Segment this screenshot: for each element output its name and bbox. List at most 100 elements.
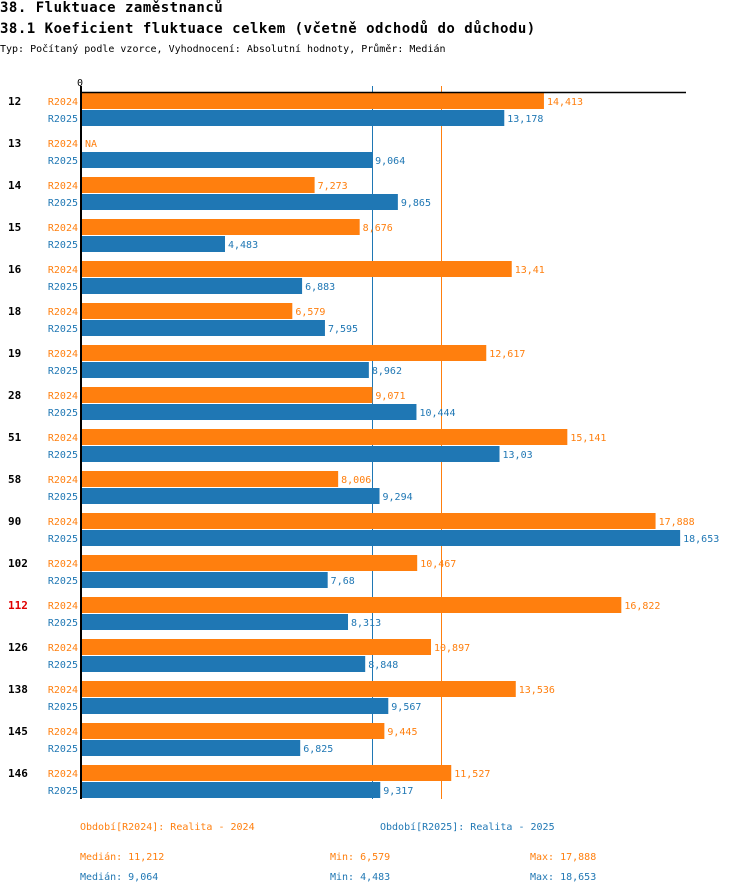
series-label: R2025 bbox=[48, 534, 78, 545]
stat-median-2025: Medián: 9,064 bbox=[80, 872, 159, 883]
category-label: 12 bbox=[8, 95, 21, 108]
data-label: 9,294 bbox=[383, 492, 413, 503]
stat-max-2024: Max: 17,888 bbox=[530, 852, 597, 863]
series-label: R2025 bbox=[48, 702, 78, 713]
data-label: 9,445 bbox=[387, 727, 417, 738]
series-label: R2024 bbox=[48, 643, 78, 654]
bar-r2024 bbox=[82, 765, 452, 781]
data-label: 12,617 bbox=[489, 349, 525, 360]
series-label: R2025 bbox=[48, 492, 78, 503]
legend-period-2025: Období[R2025]: Realita - 2025 bbox=[380, 822, 555, 833]
bar-r2025 bbox=[82, 530, 681, 546]
category-label: 112 bbox=[8, 599, 28, 612]
bar-r2024 bbox=[82, 219, 360, 235]
category-label: 16 bbox=[8, 263, 22, 276]
series-label: R2025 bbox=[48, 744, 78, 755]
series-label: R2025 bbox=[48, 282, 78, 293]
bar-r2024 bbox=[82, 639, 432, 655]
chart-description: Typ: Počítaný podle vzorce, Vyhodnocení:… bbox=[0, 44, 446, 55]
series-label: R2025 bbox=[48, 786, 78, 797]
bar-r2024 bbox=[82, 93, 544, 109]
bar-r2025 bbox=[82, 110, 505, 126]
bar-r2025 bbox=[82, 362, 369, 378]
category-label: 19 bbox=[8, 347, 21, 360]
series-label: R2024 bbox=[48, 475, 78, 486]
bar-r2024 bbox=[82, 177, 315, 193]
bar-r2024 bbox=[82, 387, 373, 403]
category-label: 146 bbox=[8, 767, 28, 780]
series-label: R2025 bbox=[48, 576, 78, 587]
data-label: 7,595 bbox=[328, 324, 358, 335]
category-label: 126 bbox=[8, 641, 28, 654]
series-label: R2025 bbox=[48, 156, 78, 167]
data-label: 6,825 bbox=[303, 744, 333, 755]
category-label: 58 bbox=[8, 473, 21, 486]
data-label: 8,006 bbox=[341, 475, 371, 486]
data-label: 8,676 bbox=[363, 223, 393, 234]
data-label: 10,897 bbox=[434, 643, 470, 654]
series-label: R2024 bbox=[48, 685, 78, 696]
data-label: 7,273 bbox=[318, 181, 348, 192]
chart-title: 38.1 Koeficient fluktuace celkem (včetně… bbox=[0, 21, 536, 37]
category-label: 15 bbox=[8, 221, 21, 234]
stat-max-2025: Max: 18,653 bbox=[530, 872, 597, 883]
series-label: R2025 bbox=[48, 240, 78, 251]
series-label: R2024 bbox=[48, 769, 78, 780]
series-label: R2024 bbox=[48, 307, 78, 318]
section-title: 38. Fluktuace zaměstnanců bbox=[0, 0, 224, 16]
bar-r2025 bbox=[82, 698, 389, 714]
bar-r2025 bbox=[82, 572, 328, 588]
bar-r2024 bbox=[82, 303, 293, 319]
data-label: 18,653 bbox=[683, 534, 719, 545]
series-label: R2025 bbox=[48, 366, 78, 377]
series-label: R2024 bbox=[48, 265, 78, 276]
legend-period-2024: Období[R2024]: Realita - 2024 bbox=[80, 822, 255, 833]
bar-r2024 bbox=[82, 471, 339, 487]
data-label: 8,848 bbox=[368, 660, 398, 671]
data-label: 11,527 bbox=[454, 769, 490, 780]
data-label: 8,962 bbox=[372, 366, 402, 377]
series-label: R2025 bbox=[48, 198, 78, 209]
category-label: 90 bbox=[8, 515, 21, 528]
data-label: 9,317 bbox=[383, 786, 413, 797]
category-label: 138 bbox=[8, 683, 28, 696]
series-label: R2024 bbox=[48, 727, 78, 738]
series-label: R2024 bbox=[48, 97, 78, 108]
series-label: R2025 bbox=[48, 450, 78, 461]
data-label: 17,888 bbox=[659, 517, 695, 528]
series-label: R2025 bbox=[48, 408, 78, 419]
series-label: R2024 bbox=[48, 349, 78, 360]
data-label: 9,567 bbox=[391, 702, 421, 713]
bar-r2024 bbox=[82, 723, 385, 739]
x-tick-label: 0 bbox=[77, 78, 83, 89]
category-label: 14 bbox=[8, 179, 22, 192]
bar-r2024 bbox=[82, 555, 418, 571]
data-label: 13,03 bbox=[503, 450, 533, 461]
bar-r2025 bbox=[82, 236, 225, 252]
bar-r2024 bbox=[82, 429, 568, 445]
bar-r2024 bbox=[82, 261, 512, 277]
bar-r2025 bbox=[82, 278, 303, 294]
series-label: R2025 bbox=[48, 114, 78, 125]
data-label: 16,822 bbox=[624, 601, 660, 612]
data-label: 10,467 bbox=[420, 559, 456, 570]
series-label: R2024 bbox=[48, 181, 78, 192]
data-label: 15,141 bbox=[570, 433, 606, 444]
series-label: R2024 bbox=[48, 391, 78, 402]
stat-min-2025: Min: 4,483 bbox=[330, 872, 391, 883]
category-label: 18 bbox=[8, 305, 21, 318]
bar-r2025 bbox=[82, 740, 301, 756]
series-label: R2025 bbox=[48, 618, 78, 629]
bar-r2025 bbox=[82, 488, 380, 504]
category-label: 145 bbox=[8, 725, 28, 738]
bar-r2025 bbox=[82, 614, 349, 630]
category-label: 28 bbox=[8, 389, 21, 402]
category-label: 13 bbox=[8, 137, 21, 150]
bar-r2024 bbox=[82, 345, 487, 361]
data-label: 14,413 bbox=[547, 97, 583, 108]
data-label-na: NA bbox=[85, 139, 97, 150]
bar-r2024 bbox=[82, 513, 656, 529]
data-label: 9,064 bbox=[375, 156, 405, 167]
data-label: 9,865 bbox=[401, 198, 431, 209]
